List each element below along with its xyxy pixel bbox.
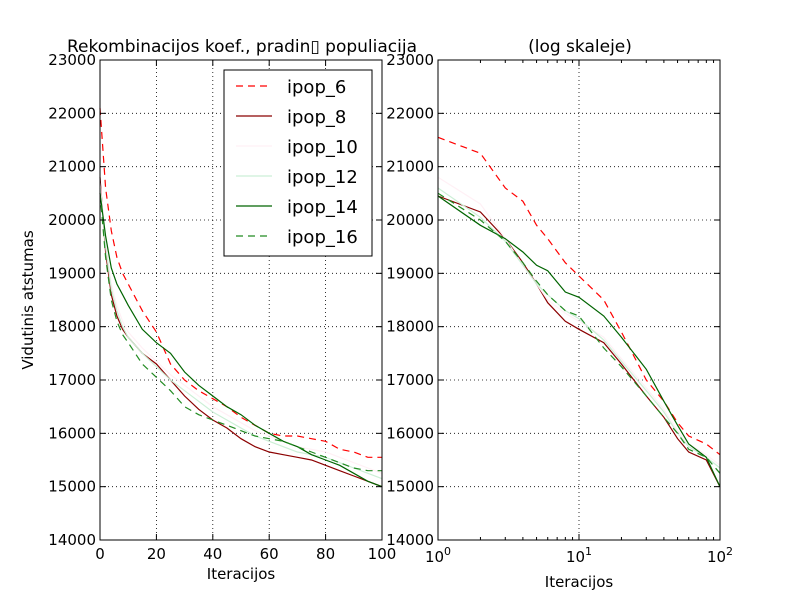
y-tick-label: 21000 [386, 158, 434, 176]
x-tick-base: 10 [566, 548, 585, 566]
series-line-ipop-8 [437, 195, 721, 487]
right-grid [438, 60, 720, 540]
y-tick-label: 19000 [386, 264, 434, 282]
y-tick-label: 22000 [48, 104, 96, 122]
series-line-ipop-10 [99, 182, 383, 474]
y-tick-label: 20000 [48, 211, 96, 229]
y-tick-label: 17000 [48, 371, 96, 389]
series-line-ipop-12 [437, 187, 721, 469]
legend-label: ipop_16 [287, 227, 358, 248]
x-tick-exponent: 1 [585, 545, 592, 558]
right-series [437, 136, 721, 487]
x-tick-base: 10 [425, 548, 444, 566]
left-chart-title: Rekombinacijos koef., pradin▯ populiacij… [67, 37, 417, 57]
x-tick-label: 60 [260, 545, 279, 563]
y-tick-label: 21000 [48, 158, 96, 176]
series-line-ipop-14 [99, 193, 383, 488]
series-line-ipop-14 [437, 195, 721, 487]
y-tick-label: 14000 [48, 531, 96, 549]
y-tick-label: 18000 [386, 318, 434, 336]
series-line-ipop-6 [437, 136, 721, 456]
legend-label: ipop_10 [287, 137, 358, 158]
x-tick-base: 10 [707, 548, 726, 566]
legend-label: ipop_14 [287, 197, 358, 218]
x-tick-exponent: 2 [726, 545, 733, 558]
y-tick-label: 19000 [48, 264, 96, 282]
series-line-ipop-8 [99, 177, 383, 488]
y-tick-label: 20000 [386, 211, 434, 229]
x-tick-label: 101 [566, 545, 592, 566]
x-tick-label: 20 [147, 545, 166, 563]
left-series [99, 107, 383, 488]
right-panel: 1400015000160001700018000190002000021000… [386, 37, 733, 591]
y-tick-label: 17000 [386, 371, 434, 389]
x-tick-label: 100 [368, 545, 397, 563]
right-x-axis-label: Iteracijos [545, 573, 614, 591]
y-tick-label: 16000 [386, 424, 434, 442]
legend-label: ipop_6 [287, 77, 346, 98]
right-chart-title: (log skaleje) [528, 37, 632, 57]
right-ticks: 1400015000160001700018000190002000021000… [386, 51, 733, 566]
y-tick-label: 22000 [386, 104, 434, 122]
left-ticks: 14000 15000 16000 17000 18000 19000 20000 21000… [48, 51, 396, 563]
y-tick-label: 23000 [48, 51, 96, 69]
series-line-ipop-16 [99, 193, 382, 472]
y-tick-label: 15000 [48, 478, 96, 496]
series-line-ipop-16 [437, 192, 721, 474]
x-tick-label: 80 [316, 545, 335, 563]
x-tick-label: 0 [95, 545, 105, 563]
left-x-axis-label: Iteracijos [207, 565, 276, 583]
x-tick-label: 100 [425, 545, 451, 566]
y-tick-label: 14000 [386, 531, 434, 549]
legend-box [223, 69, 373, 257]
x-tick-exponent: 0 [444, 545, 451, 558]
legend: ipop_6 ipop_8 ipop_10 ipop_12 ipop_14 ipop_16 [223, 69, 373, 257]
x-tick-label: 102 [707, 545, 733, 566]
y-tick-label: 23000 [386, 51, 434, 69]
legend-label: ipop_8 [287, 107, 346, 128]
legend-label: ipop_12 [287, 167, 358, 188]
y-tick-label: 18000 [48, 318, 96, 336]
series-line-ipop-12 [99, 187, 383, 480]
x-tick-label: 40 [203, 545, 222, 563]
y-tick-label: 16000 [48, 424, 96, 442]
left-plot-frame [99, 59, 383, 541]
left-y-axis-label: Vidutinis atstumas [19, 230, 37, 370]
y-tick-label: 15000 [386, 478, 434, 496]
